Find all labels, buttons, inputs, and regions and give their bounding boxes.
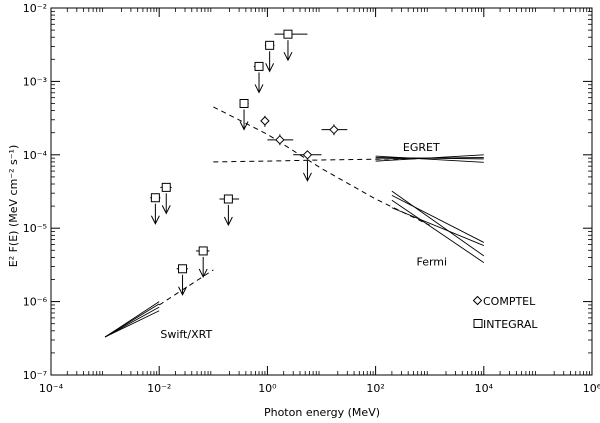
integral-square-marker <box>254 61 264 71</box>
integral-square-icon <box>473 319 483 328</box>
integral-upper-limit-arrowhead <box>254 84 264 94</box>
integral-upper-limit-arrowhead <box>178 286 187 296</box>
x-tick-label: 10⁻² <box>147 382 171 395</box>
integral-square-marker <box>198 246 208 256</box>
comptel-diamond-marker <box>329 124 339 135</box>
y-tick-label: 10⁻⁷ <box>23 369 47 382</box>
integral-upper-limit-arrowhead <box>265 63 275 73</box>
model-curve <box>158 269 214 306</box>
integral-square-marker <box>239 98 249 108</box>
y-tick-label: 10⁻⁵ <box>23 222 47 235</box>
integral-upper-limit-arrowhead <box>239 121 249 131</box>
y-tick-label: 10⁻² <box>23 2 47 15</box>
integral-square-marker <box>265 40 275 50</box>
plot-frame <box>50 7 593 376</box>
legend-entry-comptel: COMPTEL <box>472 295 536 308</box>
x-tick-label: 10⁴ <box>475 382 494 395</box>
integral-square-marker <box>178 264 188 274</box>
fermi-bowtie-line <box>391 199 485 263</box>
comptel-diamond-marker <box>275 135 285 145</box>
fermi-bowtie-line <box>391 190 485 257</box>
swift-xrt-bowtie-line <box>104 310 160 338</box>
integral-square-marker <box>150 193 160 203</box>
annotation-egret: EGRET <box>403 141 440 154</box>
integral-upper-limit-arrowhead <box>161 205 171 215</box>
y-axis-label: E² F(E) (MeV cm⁻² s⁻¹) <box>7 145 20 268</box>
integral-upper-limit-arrowhead <box>223 216 233 227</box>
integral-upper-limit-arrowhead <box>283 51 293 62</box>
x-axis-label: Photon energy (MeV) <box>264 406 380 419</box>
integral-square-marker <box>161 182 171 192</box>
comptel-diamond-marker <box>260 116 270 126</box>
integral-square-marker <box>283 29 293 39</box>
legend-entry-integral: INTEGRAL <box>473 318 538 331</box>
model-curve <box>213 106 430 226</box>
swift-xrt-bowtie-line <box>104 306 160 338</box>
comptel-diamond-icon <box>472 295 483 306</box>
egret-bowtie-line <box>375 157 484 160</box>
fermi-bowtie-line <box>391 207 484 246</box>
x-tick-label: 10⁻⁴ <box>39 382 64 395</box>
fermi-bowtie-line <box>391 194 485 243</box>
x-tick-label: 10⁶ <box>583 382 600 395</box>
legend-label-integral: INTEGRAL <box>483 318 538 331</box>
y-tick-label: 10⁻⁴ <box>23 149 48 162</box>
legend-label-comptel: COMPTEL <box>483 295 536 308</box>
comptel-upper-limit-arrowhead <box>303 172 312 182</box>
annotation-fermi: Fermi <box>416 256 447 269</box>
comptel-diamond-marker <box>302 150 313 160</box>
y-tick-label: 10⁻³ <box>23 75 47 88</box>
x-tick-label: 10⁰ <box>258 382 277 395</box>
swift-xrt-bowtie-line <box>104 301 160 338</box>
x-tick-label: 10² <box>366 382 384 395</box>
integral-upper-limit-arrowhead <box>150 215 160 225</box>
y-tick-label: 10⁻⁶ <box>23 296 48 309</box>
integral-upper-limit-arrowhead <box>198 268 208 279</box>
integral-square-marker <box>223 194 233 204</box>
annotation-swift-xrt: Swift/XRT <box>160 328 212 341</box>
egret-bowtie-line <box>375 155 484 163</box>
legend: COMPTEL INTEGRAL <box>472 295 538 331</box>
